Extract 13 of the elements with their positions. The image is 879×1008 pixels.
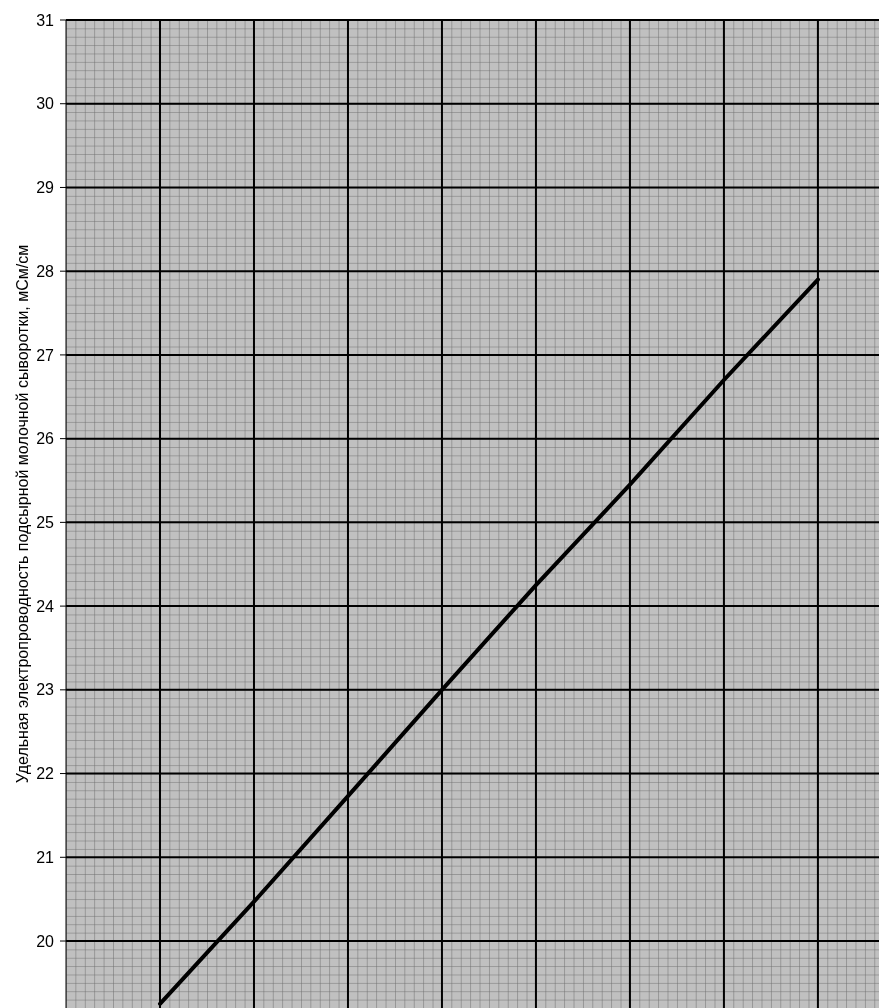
y-tick-label: 25: [36, 513, 55, 531]
y-tick-label: 29: [36, 179, 55, 197]
y-tick-label: 22: [36, 765, 55, 783]
y-tick-label: 23: [36, 681, 55, 699]
y-tick-label: 31: [36, 11, 55, 29]
y-tick-label: 26: [36, 430, 55, 448]
y-axis-title: Удельная электропроводность подсырной молочной сыворотки, мСм/см: [14, 244, 31, 784]
y-tick-label: 27: [36, 346, 55, 364]
y-tick-label: 21: [36, 848, 55, 866]
y-tick-label: 28: [36, 262, 55, 280]
y-tick-label: 30: [36, 95, 55, 113]
y-tick-label: 20: [36, 932, 55, 950]
y-tick-label: 24: [36, 597, 55, 615]
